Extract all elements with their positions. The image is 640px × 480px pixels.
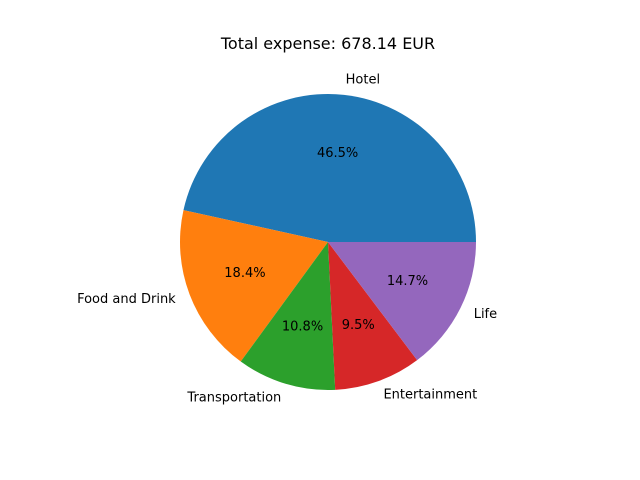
pie-slice-hotel (183, 94, 476, 243)
pie-slice-life (328, 242, 476, 361)
pie-slice-transportation (240, 242, 336, 390)
percentage-label-entertainment: 9.5% (342, 318, 375, 333)
percentage-labels: 46.5% 18.4% 10.8% 9.5% 14.7% (224, 146, 428, 334)
percentage-label-life: 14.7% (387, 274, 428, 289)
percentage-label-food-and-drink: 18.4% (224, 266, 265, 281)
category-label-transportation: Transportation (186, 390, 281, 405)
category-labels: Hotel Food and Drink Transportation Enterta… (77, 73, 497, 406)
percentage-label-transportation: 10.8% (282, 320, 323, 335)
category-label-entertainment: Entertainment (383, 388, 477, 403)
percentage-label-hotel: 46.5% (317, 146, 358, 161)
pie-slice-entertainment (328, 242, 418, 390)
pie-slice-food-and-drink (180, 210, 328, 362)
chart-title: Total expense: 678.14 EUR (220, 34, 435, 53)
pie-slices (180, 94, 476, 390)
category-label-food-and-drink: Food and Drink (77, 292, 176, 307)
category-label-hotel: Hotel (346, 73, 380, 88)
category-label-life: Life (474, 307, 497, 322)
